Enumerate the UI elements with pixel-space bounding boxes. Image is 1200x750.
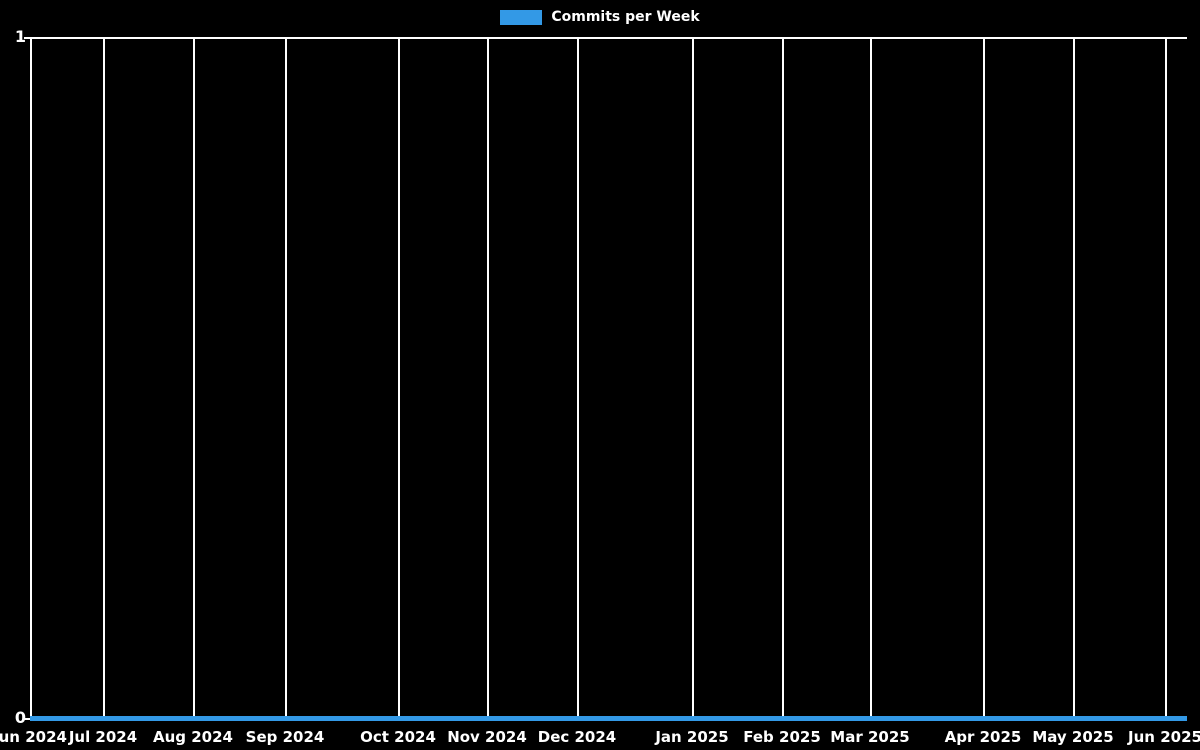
x-tick-label: Feb 2025 (743, 728, 821, 746)
y-tick-mark (24, 37, 31, 39)
legend-swatch-commits-per-week (500, 9, 543, 25)
gridline-vertical (577, 37, 579, 719)
x-tick-label: Apr 2025 (944, 728, 1022, 746)
y-tick-label: 0 (14, 708, 26, 727)
gridline-vertical (983, 37, 985, 719)
x-tick-label: Oct 2024 (360, 728, 436, 746)
gridline-vertical (870, 37, 872, 719)
plot-top-axis-line (30, 37, 1187, 39)
gridline-vertical (30, 37, 32, 719)
x-tick-label: Dec 2024 (537, 728, 617, 746)
x-tick-label: Jan 2025 (655, 728, 729, 746)
x-tick-label: Jul 2024 (68, 728, 138, 746)
chart-legend: Commits per Week (0, 6, 1200, 28)
gridline-vertical (692, 37, 694, 719)
x-tick-label: Mar 2025 (830, 728, 910, 746)
legend-label-commits-per-week: Commits per Week (551, 9, 700, 25)
x-tick-label: Nov 2024 (447, 728, 527, 746)
x-tick-label: Jun 2025 (1128, 728, 1200, 746)
gridline-vertical (398, 37, 400, 719)
gridline-vertical (285, 37, 287, 719)
gridline-vertical (1165, 37, 1167, 719)
x-tick-label: May 2025 (1032, 728, 1114, 746)
x-tick-label: Aug 2024 (153, 728, 233, 746)
gridline-vertical (487, 37, 489, 719)
series-line-commits-per-week (30, 716, 1187, 721)
gridline-vertical (782, 37, 784, 719)
y-tick-mark (24, 718, 31, 720)
gridline-vertical (103, 37, 105, 719)
gridline-vertical (193, 37, 195, 719)
x-tick-label: Sep 2024 (245, 728, 325, 746)
x-tick-label: Jun 2024 (0, 728, 67, 746)
y-tick-label: 1 (14, 27, 26, 46)
gridline-vertical (1073, 37, 1075, 719)
legend-item-commits-per-week[interactable]: Commits per Week (500, 9, 700, 25)
